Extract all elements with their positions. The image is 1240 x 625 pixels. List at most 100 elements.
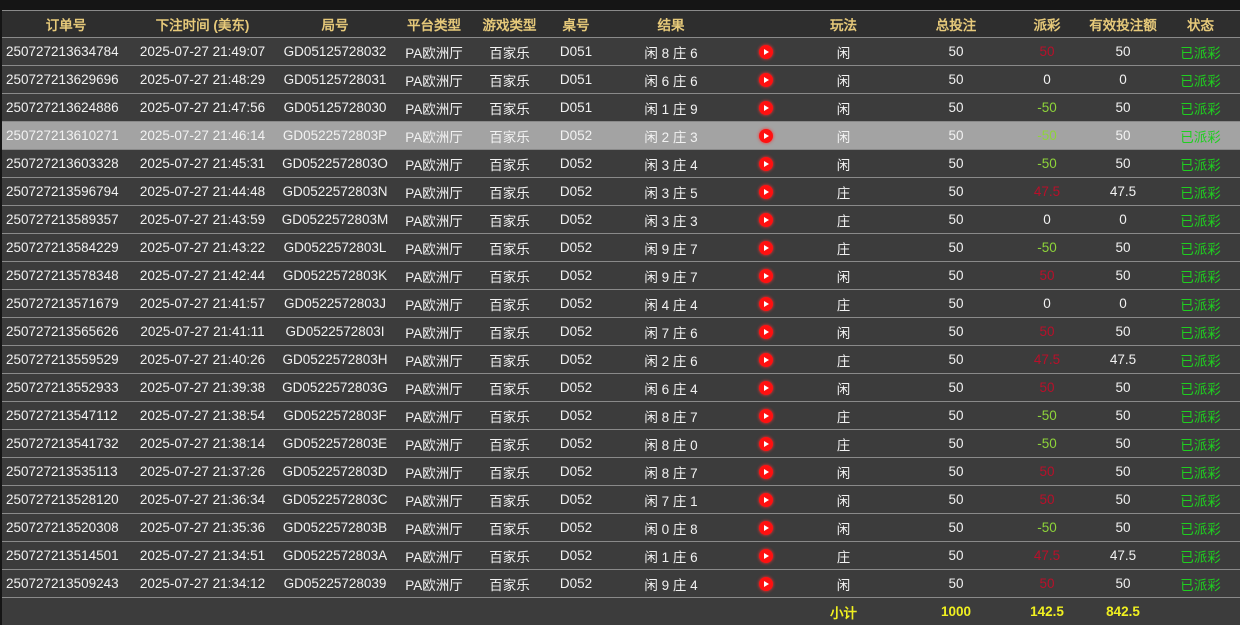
cell-round-no: GD0522572803O: [275, 150, 395, 178]
column-header-total-bet: 总投注: [891, 11, 1021, 38]
play-circle-icon[interactable]: [759, 353, 773, 367]
cell-game-type: 百家乐: [473, 458, 546, 486]
cell-bet-type: 闲: [796, 262, 891, 290]
cell-game-type: 百家乐: [473, 486, 546, 514]
replay-cell: [736, 178, 796, 206]
cell-status: 已派彩: [1173, 262, 1228, 290]
replay-cell: [736, 402, 796, 430]
cell-result: 闲 3 庄 4: [606, 150, 736, 178]
play-circle-icon[interactable]: [759, 409, 773, 423]
cell-bet-time: 2025-07-27 21:40:26: [130, 346, 275, 374]
cell-status: 已派彩: [1173, 514, 1228, 542]
cell-bet-type: 闲: [796, 514, 891, 542]
play-circle-icon[interactable]: [759, 381, 773, 395]
play-circle-icon[interactable]: [759, 437, 773, 451]
play-circle-icon[interactable]: [759, 45, 773, 59]
play-circle-icon[interactable]: [759, 577, 773, 591]
cell-total-bet: 50: [891, 458, 1021, 486]
cell-platform-type: PA欧洲厅: [395, 514, 473, 542]
cell-payout: 50: [1021, 486, 1073, 514]
play-circle-icon[interactable]: [759, 129, 773, 143]
cell-valid-bet: 47.5: [1073, 178, 1173, 206]
cell-status: 已派彩: [1173, 346, 1228, 374]
extra-cell: [1228, 290, 1240, 318]
column-header-bet-type: 玩法: [796, 11, 891, 38]
play-circle-icon[interactable]: [759, 185, 773, 199]
replay-cell: [736, 290, 796, 318]
cell-result: 闲 1 庄 9: [606, 94, 736, 122]
cell-valid-bet: 50: [1073, 262, 1173, 290]
replay-cell: [736, 430, 796, 458]
replay-cell: [736, 458, 796, 486]
cell-status: 已派彩: [1173, 66, 1228, 94]
cell-payout: -50: [1021, 150, 1073, 178]
cell-total-bet: 50: [891, 290, 1021, 318]
cell-payout: -50: [1021, 402, 1073, 430]
cell-status: 已派彩: [1173, 542, 1228, 570]
cell-game-type: 百家乐: [473, 514, 546, 542]
cell-game-type: 百家乐: [473, 150, 546, 178]
cell-result: 闲 2 庄 6: [606, 346, 736, 374]
play-circle-icon[interactable]: [759, 269, 773, 283]
play-circle-icon[interactable]: [759, 157, 773, 171]
column-header-table-no: 桌号: [546, 11, 606, 38]
subtotal-empty-cell: [473, 598, 546, 625]
cell-bet-type: 庄: [796, 290, 891, 318]
cell-game-type: 百家乐: [473, 318, 546, 346]
cell-round-no: GD0522572803D: [275, 458, 395, 486]
cell-valid-bet: 50: [1073, 514, 1173, 542]
cell-platform-type: PA欧洲厅: [395, 290, 473, 318]
cell-order-no: 250727213629696: [2, 66, 130, 94]
cell-payout: -50: [1021, 94, 1073, 122]
play-circle-icon[interactable]: [759, 325, 773, 339]
play-circle-icon[interactable]: [759, 101, 773, 115]
cell-payout: 50: [1021, 318, 1073, 346]
cell-payout: 50: [1021, 38, 1073, 66]
subtotal-total-bet: 1000: [891, 598, 1021, 625]
play-circle-icon[interactable]: [759, 493, 773, 507]
play-circle-icon[interactable]: [759, 297, 773, 311]
play-circle-icon[interactable]: [759, 241, 773, 255]
cell-bet-time: 2025-07-27 21:42:44: [130, 262, 275, 290]
cell-total-bet: 50: [891, 262, 1021, 290]
play-circle-icon[interactable]: [759, 73, 773, 87]
cell-table-no: D052: [546, 346, 606, 374]
cell-status: 已派彩: [1173, 318, 1228, 346]
cell-payout: -50: [1021, 122, 1073, 150]
replay-cell: [736, 122, 796, 150]
cell-bet-time: 2025-07-27 21:48:29: [130, 66, 275, 94]
subtotal-empty-cell: [2, 598, 130, 625]
play-circle-icon[interactable]: [759, 521, 773, 535]
cell-payout: -50: [1021, 514, 1073, 542]
cell-total-bet: 50: [891, 66, 1021, 94]
play-circle-icon[interactable]: [759, 213, 773, 227]
cell-game-type: 百家乐: [473, 206, 546, 234]
cell-bet-time: 2025-07-27 21:41:11: [130, 318, 275, 346]
play-circle-icon[interactable]: [759, 465, 773, 479]
play-circle-icon[interactable]: [759, 549, 773, 563]
cell-platform-type: PA欧洲厅: [395, 150, 473, 178]
bet-records-table-container: 订单号下注时间 (美东)局号平台类型游戏类型桌号结果玩法总投注派彩有效投注额状态…: [2, 10, 1240, 625]
extra-cell: [1228, 514, 1240, 542]
cell-result: 闲 7 庄 1: [606, 486, 736, 514]
